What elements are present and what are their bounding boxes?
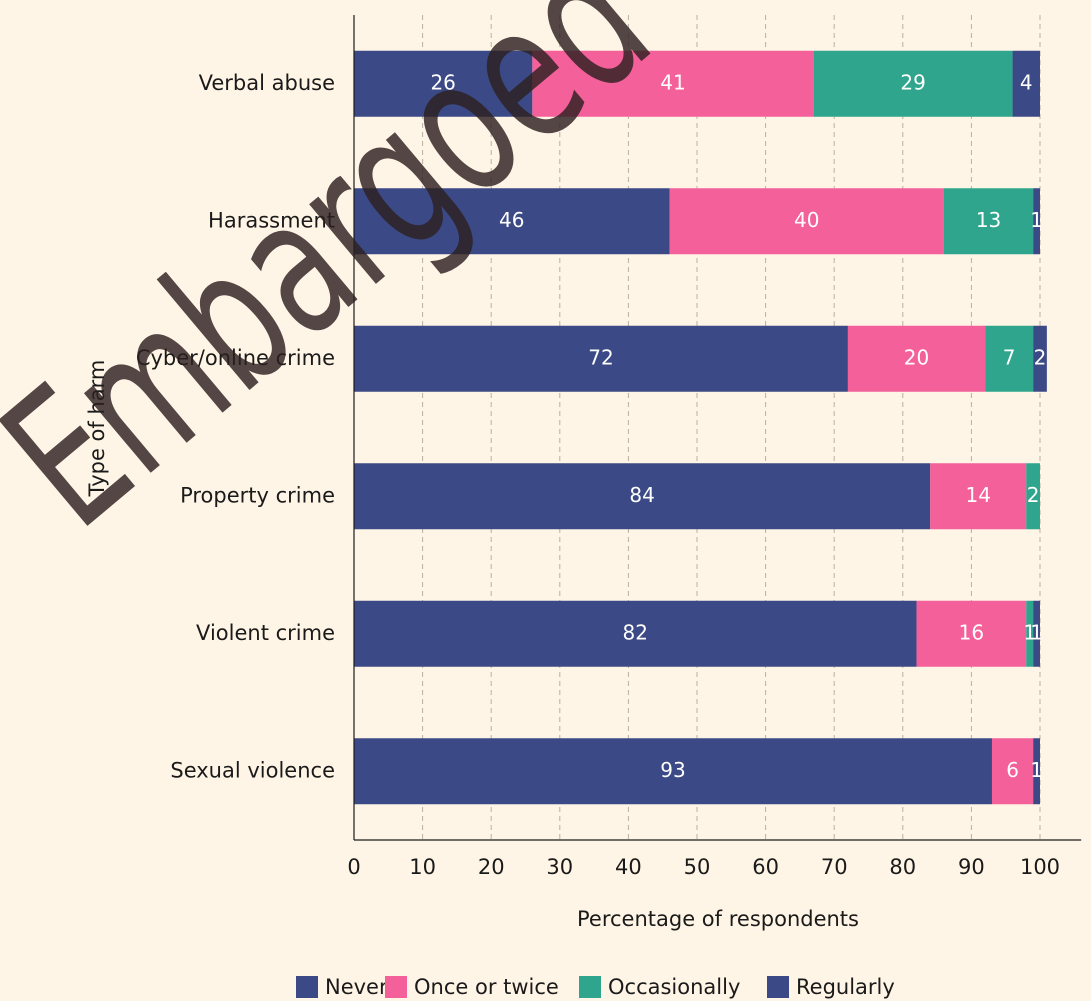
data-label: 93 bbox=[660, 758, 685, 782]
data-label: 20 bbox=[904, 345, 929, 369]
bar-segment bbox=[1012, 50, 1040, 117]
bar-segment bbox=[532, 50, 814, 117]
data-label: 40 bbox=[794, 208, 819, 232]
bar-segment bbox=[354, 600, 917, 667]
data-label: 41 bbox=[660, 70, 685, 94]
x-tick-label: 50 bbox=[684, 855, 711, 879]
legend-label: Once or twice bbox=[414, 975, 559, 999]
y-axis-label: Type of harm bbox=[85, 360, 109, 498]
x-tick-label: 80 bbox=[889, 855, 916, 879]
data-label: 1 bbox=[1030, 620, 1043, 644]
data-label: 46 bbox=[499, 208, 524, 232]
bar-segment bbox=[1026, 600, 1034, 667]
bar-segment bbox=[1033, 188, 1040, 255]
data-label: 2 bbox=[1034, 345, 1047, 369]
bar-segment bbox=[669, 188, 944, 255]
data-label: 13 bbox=[976, 208, 1001, 232]
data-label: 7 bbox=[1003, 345, 1016, 369]
legend-label: Regularly bbox=[796, 975, 895, 999]
bar-segment bbox=[991, 738, 1034, 805]
bar-segment bbox=[813, 50, 1013, 117]
bar-segment bbox=[354, 463, 931, 530]
data-label: 26 bbox=[430, 70, 455, 94]
bar-segment bbox=[1026, 463, 1040, 530]
bar-segment bbox=[916, 600, 1027, 667]
bar-segment bbox=[1033, 325, 1047, 392]
bar-segment bbox=[943, 188, 1034, 255]
x-tick-label: 20 bbox=[478, 855, 505, 879]
y-tick-label: Sexual violence bbox=[170, 758, 335, 782]
data-label: 84 bbox=[629, 483, 654, 507]
bar-segment bbox=[354, 738, 992, 805]
x-tick-label: 70 bbox=[821, 855, 848, 879]
bar-segment bbox=[930, 463, 1027, 530]
y-tick-label: Harassment bbox=[208, 208, 335, 232]
data-label: 1 bbox=[1030, 208, 1043, 232]
legend-swatch bbox=[579, 976, 601, 998]
y-tick-label: Cyber/online crime bbox=[136, 346, 335, 370]
x-tick-label: 60 bbox=[752, 855, 779, 879]
legend-swatch bbox=[767, 976, 789, 998]
legend-swatch bbox=[296, 976, 318, 998]
bar-segment bbox=[354, 325, 848, 392]
bar-segment bbox=[985, 325, 1034, 392]
data-label: 1 bbox=[1030, 758, 1043, 782]
bar-segment bbox=[847, 325, 986, 392]
x-tick-label: 40 bbox=[615, 855, 642, 879]
y-tick-label: Violent crime bbox=[196, 621, 335, 645]
legend-swatch bbox=[385, 976, 407, 998]
data-label: 16 bbox=[959, 620, 984, 644]
legend-label: Never bbox=[325, 975, 388, 999]
x-tick-label: 30 bbox=[546, 855, 573, 879]
data-label: 2 bbox=[1027, 483, 1040, 507]
data-label: 72 bbox=[588, 345, 613, 369]
bar-segment bbox=[1033, 738, 1040, 805]
x-axis-label: Percentage of respondents bbox=[577, 907, 859, 931]
y-tick-label: Verbal abuse bbox=[199, 71, 335, 95]
data-label: 14 bbox=[966, 483, 991, 507]
bar-segment bbox=[354, 50, 533, 117]
bar-segment bbox=[1033, 600, 1040, 667]
data-label: 82 bbox=[623, 620, 648, 644]
data-label: 29 bbox=[900, 70, 925, 94]
y-tick-label: Property crime bbox=[180, 483, 335, 507]
x-tick-label: 10 bbox=[409, 855, 436, 879]
bar-segment bbox=[354, 188, 670, 255]
legend-label: Occasionally bbox=[608, 975, 740, 999]
x-tick-label: 0 bbox=[347, 855, 360, 879]
x-tick-label: 100 bbox=[1020, 855, 1060, 879]
x-tick-label: 90 bbox=[958, 855, 985, 879]
data-label: 6 bbox=[1006, 758, 1019, 782]
data-label: 4 bbox=[1020, 70, 1033, 94]
data-label: 1 bbox=[1023, 620, 1036, 644]
